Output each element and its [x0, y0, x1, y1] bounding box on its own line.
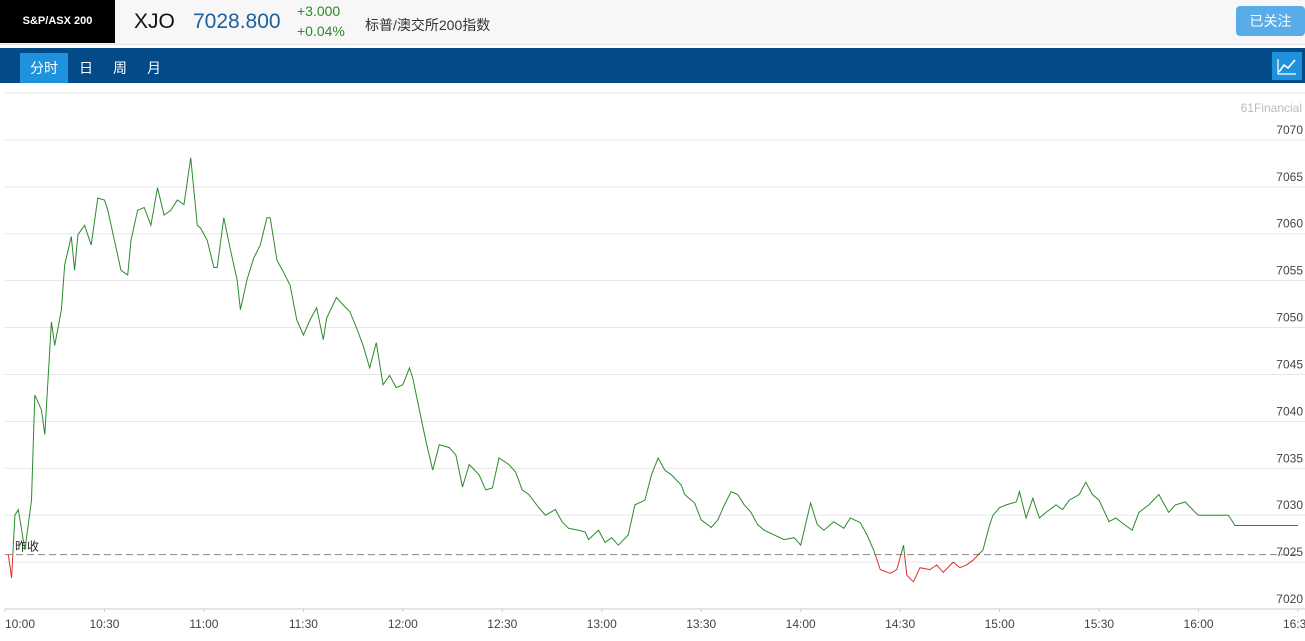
header: S&P/ASX 200 XJO 7028.800 +3.000 +0.04% 标…: [0, 0, 1305, 45]
y-tick-label: 7060: [1276, 217, 1303, 231]
chart: 61Financial 7020 7025 7030 7035 7040 7045 7050…: [4, 92, 1305, 631]
x-tick-label: 12:00: [388, 617, 418, 631]
x-tick-label: 11:00: [189, 617, 218, 631]
y-tick-label: 7065: [1276, 170, 1303, 184]
tab[interactable]: 周: [113, 60, 127, 76]
price: 7028.800: [193, 10, 281, 33]
x-tick-label: 14:00: [786, 617, 816, 631]
logo: S&P/ASX 200: [0, 0, 115, 43]
y-tick-label: 7050: [1276, 311, 1303, 325]
symbol: XJO: [134, 10, 175, 33]
tab[interactable]: 月: [147, 60, 161, 76]
y-tick-label: 7020: [1276, 592, 1303, 606]
watermark: 61Financial: [1241, 101, 1302, 115]
price-line: [7, 157, 1298, 583]
x-tick-label: 10:30: [89, 617, 119, 631]
x-tick-label: 16:30: [1283, 617, 1305, 631]
x-tick-label: 16:00: [1184, 617, 1214, 631]
x-tick-label: 15:00: [985, 617, 1015, 631]
reference-label: 昨收: [15, 540, 39, 554]
x-tick-label: 10:00: [5, 617, 35, 631]
change-pct: +0.04%: [297, 23, 345, 39]
y-tick-label: 7070: [1276, 123, 1303, 137]
chart-icon[interactable]: [1272, 52, 1302, 80]
tab[interactable]: 分时: [20, 53, 68, 83]
index-name: 标普/澳交所200指数: [365, 17, 491, 33]
x-tick-label: 11:30: [289, 617, 318, 631]
y-tick-label: 7035: [1276, 451, 1303, 465]
x-tick-label: 15:30: [1084, 617, 1114, 631]
x-tick-label: 13:30: [686, 617, 716, 631]
tab[interactable]: 日: [79, 60, 93, 76]
y-tick-label: 7040: [1276, 404, 1303, 418]
change: +3.000: [297, 3, 341, 19]
y-tick-label: 7030: [1276, 498, 1303, 512]
follow-button[interactable]: 已关注: [1236, 6, 1305, 36]
x-tick-label: 12:30: [487, 617, 517, 631]
y-tick-label: 7045: [1276, 357, 1303, 371]
x-tick-label: 13:00: [587, 617, 617, 631]
x-tick-label: 14:30: [885, 617, 915, 631]
y-tick-label: 7055: [1276, 264, 1303, 278]
y-tick-label: 7025: [1276, 545, 1303, 559]
tab-bar: 分时 日 周 月: [0, 48, 1305, 83]
